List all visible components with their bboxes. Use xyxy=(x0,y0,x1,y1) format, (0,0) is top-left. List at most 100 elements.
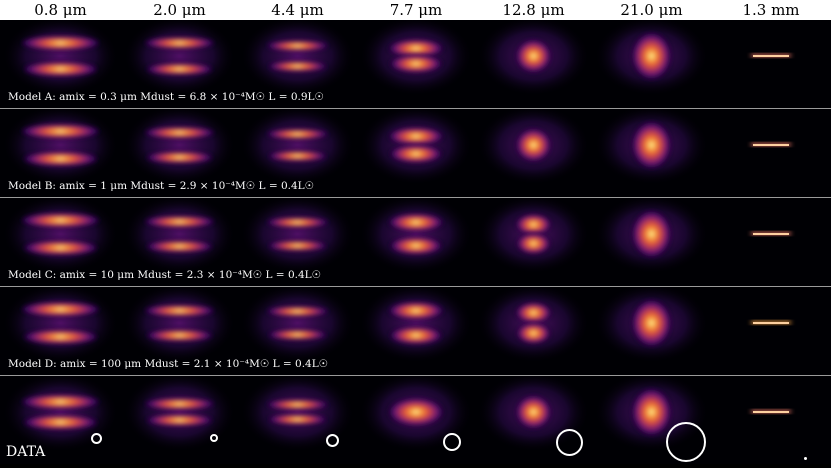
column-label: 1.3 mm xyxy=(742,1,800,19)
emission-core xyxy=(631,32,672,80)
upper-nebula-lobe xyxy=(143,215,216,228)
upper-nebula-lobe xyxy=(388,213,444,232)
image-panel xyxy=(475,287,592,375)
image-panel xyxy=(238,109,357,197)
emission-halo xyxy=(240,20,355,96)
image-panel xyxy=(238,20,357,108)
upper-nebula-lobe xyxy=(515,214,552,235)
image-panel xyxy=(592,287,711,375)
image-panel xyxy=(121,109,238,197)
upper-nebula-lobe xyxy=(20,212,101,228)
lower-nebula-lobe xyxy=(145,414,214,427)
lower-nebula-lobe xyxy=(145,329,214,342)
lower-nebula-lobe xyxy=(267,150,328,162)
lower-nebula-lobe xyxy=(22,61,99,77)
lower-nebula-lobe xyxy=(22,240,99,256)
emission-halo xyxy=(123,376,236,452)
lower-nebula-lobe xyxy=(22,414,99,430)
emission-core xyxy=(631,210,672,258)
column-label: 2.0 μm xyxy=(153,1,206,19)
lower-nebula-lobe xyxy=(389,54,443,73)
image-panel xyxy=(711,109,831,197)
upper-nebula-lobe xyxy=(265,40,330,52)
column-label: 12.8 μm xyxy=(502,1,565,19)
emission-core xyxy=(515,128,552,162)
emission-halo xyxy=(359,287,473,363)
upper-nebula-lobe xyxy=(20,35,101,51)
image-panel xyxy=(0,20,121,108)
emission-halo xyxy=(2,287,119,363)
emission-halo xyxy=(123,109,236,185)
image-panel xyxy=(711,20,831,108)
mm-disk-core xyxy=(753,233,789,235)
emission-halo xyxy=(2,198,119,274)
image-panel xyxy=(357,20,475,108)
lower-nebula-lobe xyxy=(267,240,328,251)
emission-core xyxy=(515,39,552,73)
mm-disk-core xyxy=(753,55,789,57)
upper-nebula-lobe xyxy=(388,301,444,320)
emission-halo xyxy=(123,287,236,363)
mm-disk-core xyxy=(753,411,789,413)
lower-nebula-lobe xyxy=(145,63,214,75)
beam-size-circle xyxy=(666,422,706,462)
emission-halo xyxy=(123,20,236,96)
emission-core xyxy=(631,121,672,169)
mm-disk-core xyxy=(753,144,789,146)
upper-nebula-lobe xyxy=(515,302,552,324)
emission-halo xyxy=(240,198,355,274)
image-panel xyxy=(357,198,475,286)
model-row: Model A: amix = 0.3 μm Mdust = 6.8 × 10⁻… xyxy=(0,20,831,108)
upper-nebula-lobe xyxy=(20,301,101,317)
beam-size-circle xyxy=(555,428,583,456)
image-panel xyxy=(238,198,357,286)
image-panel xyxy=(357,376,475,464)
column-label: 0.8 μm xyxy=(34,1,87,19)
image-panel xyxy=(592,20,711,108)
emission-halo xyxy=(359,198,473,274)
emission-halo xyxy=(2,376,119,452)
beam-size-circle xyxy=(325,433,339,447)
model-row-label: Model B: amix = 1 μm Mdust = 2.9 × 10⁻⁴M… xyxy=(8,180,315,192)
data-row: DATA xyxy=(0,376,831,464)
image-panel xyxy=(121,198,238,286)
column-label: 7.7 μm xyxy=(389,1,443,19)
image-panel xyxy=(121,287,238,375)
image-panel xyxy=(475,198,592,286)
upper-nebula-lobe xyxy=(143,304,216,317)
image-panel xyxy=(0,287,121,375)
image-panel xyxy=(592,109,711,197)
model-row: Model B: amix = 1 μm Mdust = 2.9 × 10⁻⁴M… xyxy=(0,109,831,197)
lower-nebula-lobe xyxy=(22,151,99,167)
image-grid: Model A: amix = 0.3 μm Mdust = 6.8 × 10⁻… xyxy=(0,20,831,468)
upper-nebula-lobe xyxy=(265,217,330,228)
upper-nebula-lobe xyxy=(388,127,444,146)
image-panel xyxy=(357,287,475,375)
image-panel xyxy=(238,287,357,375)
upper-nebula-lobe xyxy=(265,399,330,410)
lower-nebula-lobe xyxy=(22,329,99,345)
image-panel xyxy=(711,376,831,464)
data-row-label: DATA xyxy=(6,444,46,460)
model-row-label: Model C: amix = 10 μm Mdust = 2.3 × 10⁻⁴… xyxy=(8,269,322,281)
lower-nebula-lobe xyxy=(389,326,443,345)
image-panel xyxy=(0,109,121,197)
lower-nebula-lobe xyxy=(516,233,551,254)
image-panel xyxy=(475,109,592,197)
image-panel xyxy=(592,198,711,286)
image-panel xyxy=(357,109,475,197)
image-panel xyxy=(0,198,121,286)
column-header: 0.8 μm 2.0 μm 4.4 μm 7.7 μm 12.8 μm 21.0 μm 1.… xyxy=(0,0,831,20)
beam-size-circle xyxy=(90,432,102,444)
emission-halo xyxy=(240,287,355,363)
upper-nebula-lobe xyxy=(265,306,330,317)
emission-halo xyxy=(2,109,119,185)
upper-nebula-lobe xyxy=(143,397,216,410)
image-panel xyxy=(121,20,238,108)
model-row-label: Model A: amix = 0.3 μm Mdust = 6.8 × 10⁻… xyxy=(8,91,324,103)
upper-nebula-lobe xyxy=(20,394,101,410)
emission-core xyxy=(515,395,552,429)
upper-nebula-lobe xyxy=(143,126,216,139)
image-panel xyxy=(238,376,357,464)
lower-nebula-lobe xyxy=(145,151,214,164)
